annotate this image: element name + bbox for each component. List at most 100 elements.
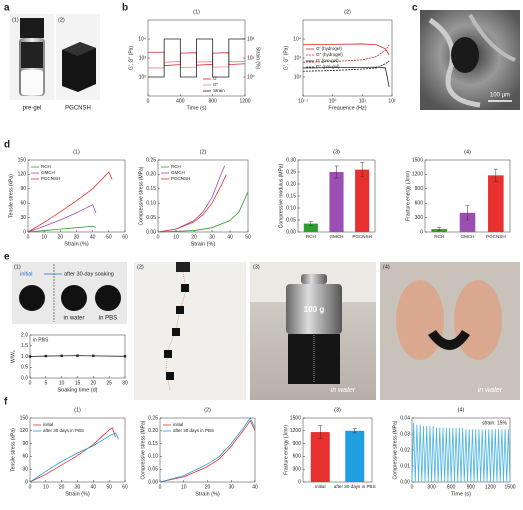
caption: pre-gel xyxy=(23,106,42,112)
panel-letter: f xyxy=(4,397,8,408)
y-tick-label: 0.02 xyxy=(400,447,410,453)
y-tick-label: 120 xyxy=(20,428,29,434)
y-tick-label: 600 xyxy=(293,454,302,460)
y-tick-label: 10⁴ xyxy=(293,36,301,42)
error-bar xyxy=(308,221,313,226)
photo-e4 xyxy=(380,262,520,400)
legend-label: G' (hydrogel) xyxy=(316,46,342,51)
series-line xyxy=(27,225,97,233)
x-tick-label: 30 xyxy=(122,380,128,386)
photo-text: in water xyxy=(331,387,356,394)
x-tick-label: 50 xyxy=(245,234,251,240)
legend-label: GMCH xyxy=(41,170,55,175)
y-tick-label: 10² xyxy=(294,74,302,80)
x-tick-label: 300 xyxy=(427,484,436,490)
y-tick-label: 0.25 xyxy=(286,169,296,175)
y-tick-label: 300 xyxy=(415,215,424,221)
y-tick-label: 60 xyxy=(20,201,26,207)
x-tick-label: 30 xyxy=(228,484,234,490)
point xyxy=(76,354,79,357)
series-line xyxy=(29,355,126,357)
photo-text: in water xyxy=(478,387,503,394)
error-bar xyxy=(360,162,365,178)
y-tick-label: 0.15 xyxy=(148,441,158,447)
x-tick-label: 800 xyxy=(208,98,217,104)
x-tick-label: 10² xyxy=(388,98,396,104)
x-tick-label: 20 xyxy=(58,234,64,240)
error-bar xyxy=(493,168,498,182)
y-tick-label: 1.5 xyxy=(21,343,28,349)
x-axis-label: Time (s) xyxy=(451,491,471,497)
error-bar xyxy=(318,425,323,439)
photo-text: after 30-day soaking xyxy=(64,271,114,277)
x-tick-label: 40 xyxy=(91,484,97,490)
x-tick-label: 20 xyxy=(59,484,65,490)
x-axis-label: Soaking time (d) xyxy=(57,387,97,393)
series-line xyxy=(157,174,227,233)
legend-label: PGCNSH xyxy=(171,176,190,181)
x-tick-label: 10 xyxy=(41,234,47,240)
panel-letter: e xyxy=(4,252,10,263)
y-tick-label: 0 xyxy=(298,479,301,485)
error-bar xyxy=(465,205,470,221)
y-tick-label: 0.15 xyxy=(146,186,156,192)
x-tick-label: 1200 xyxy=(239,98,250,104)
series-line xyxy=(148,38,245,78)
y-tick-label: 0 xyxy=(23,229,26,235)
y-tick-label: 0.05 xyxy=(148,467,158,473)
y-tick-label: 0.00 xyxy=(148,479,158,485)
legend-label: GMCH xyxy=(171,170,185,175)
photo-label: (2) xyxy=(58,17,65,23)
y2-tick-label: 10⁰ xyxy=(247,74,255,80)
y-tick-label: 1500 xyxy=(290,415,301,421)
y-tick-label: 90 xyxy=(22,441,28,447)
y-tick-label: 0 xyxy=(25,479,28,485)
x-tick-label: 0 xyxy=(29,380,32,386)
photo-text: initial xyxy=(20,271,33,277)
bar xyxy=(329,172,344,232)
plot-frame xyxy=(157,159,249,233)
caption: PGCNSH xyxy=(65,106,91,112)
y-tick-label: 1500 xyxy=(412,157,423,163)
x-tick-label: 0 xyxy=(159,484,162,490)
y-tick-label: 0.20 xyxy=(146,172,156,178)
photo-e2 xyxy=(134,262,246,400)
photo-label: (2) xyxy=(137,264,144,270)
bar xyxy=(310,432,330,482)
x-tick-label: 50 xyxy=(106,234,112,240)
x-tick-label: 1500 xyxy=(504,484,515,490)
series-line xyxy=(159,417,256,483)
x-tick-label: RCH xyxy=(434,234,444,239)
y-tick-label: 0.05 xyxy=(146,215,156,221)
panel-label: (1) xyxy=(73,149,80,155)
series-line xyxy=(157,191,249,233)
legend-label: G' (pre-gel) xyxy=(316,58,339,63)
legend-label: G'' xyxy=(213,82,218,87)
series-line xyxy=(27,204,97,233)
y-tick-label: 0.03 xyxy=(400,431,410,437)
y-tick-label: 0.25 xyxy=(146,157,156,163)
plot-frame xyxy=(302,417,373,483)
photo-a1 xyxy=(10,14,54,100)
x-tick-label: 15 xyxy=(75,380,81,386)
y-tick-label: 150 xyxy=(20,415,29,421)
x-axis-label: Strain (%) xyxy=(64,241,89,247)
y-tick-label: 0.01 xyxy=(400,463,410,469)
legend-label: initial xyxy=(43,422,53,427)
legend-label: after 30 days in PBS xyxy=(173,428,214,433)
y-tick-label: 0.10 xyxy=(286,205,296,211)
panel-label: (2) xyxy=(200,149,207,155)
y-tick-label: 0.00 xyxy=(286,229,296,235)
y-axis-label: Fracture energy (J/m²) xyxy=(405,171,411,221)
photo-e3 xyxy=(250,262,376,400)
legend-label: G'' (pre-gel) xyxy=(316,64,340,69)
y-tick-label: 1.0 xyxy=(21,354,28,360)
error-bar xyxy=(334,165,339,179)
annotation: in PBS xyxy=(33,337,49,343)
panel-letter: c xyxy=(412,3,418,14)
x-tick-label: 40 xyxy=(227,234,233,240)
series-line xyxy=(411,422,511,483)
x-tick-label: 20 xyxy=(191,234,197,240)
x-tick-label: 40 xyxy=(252,484,258,490)
